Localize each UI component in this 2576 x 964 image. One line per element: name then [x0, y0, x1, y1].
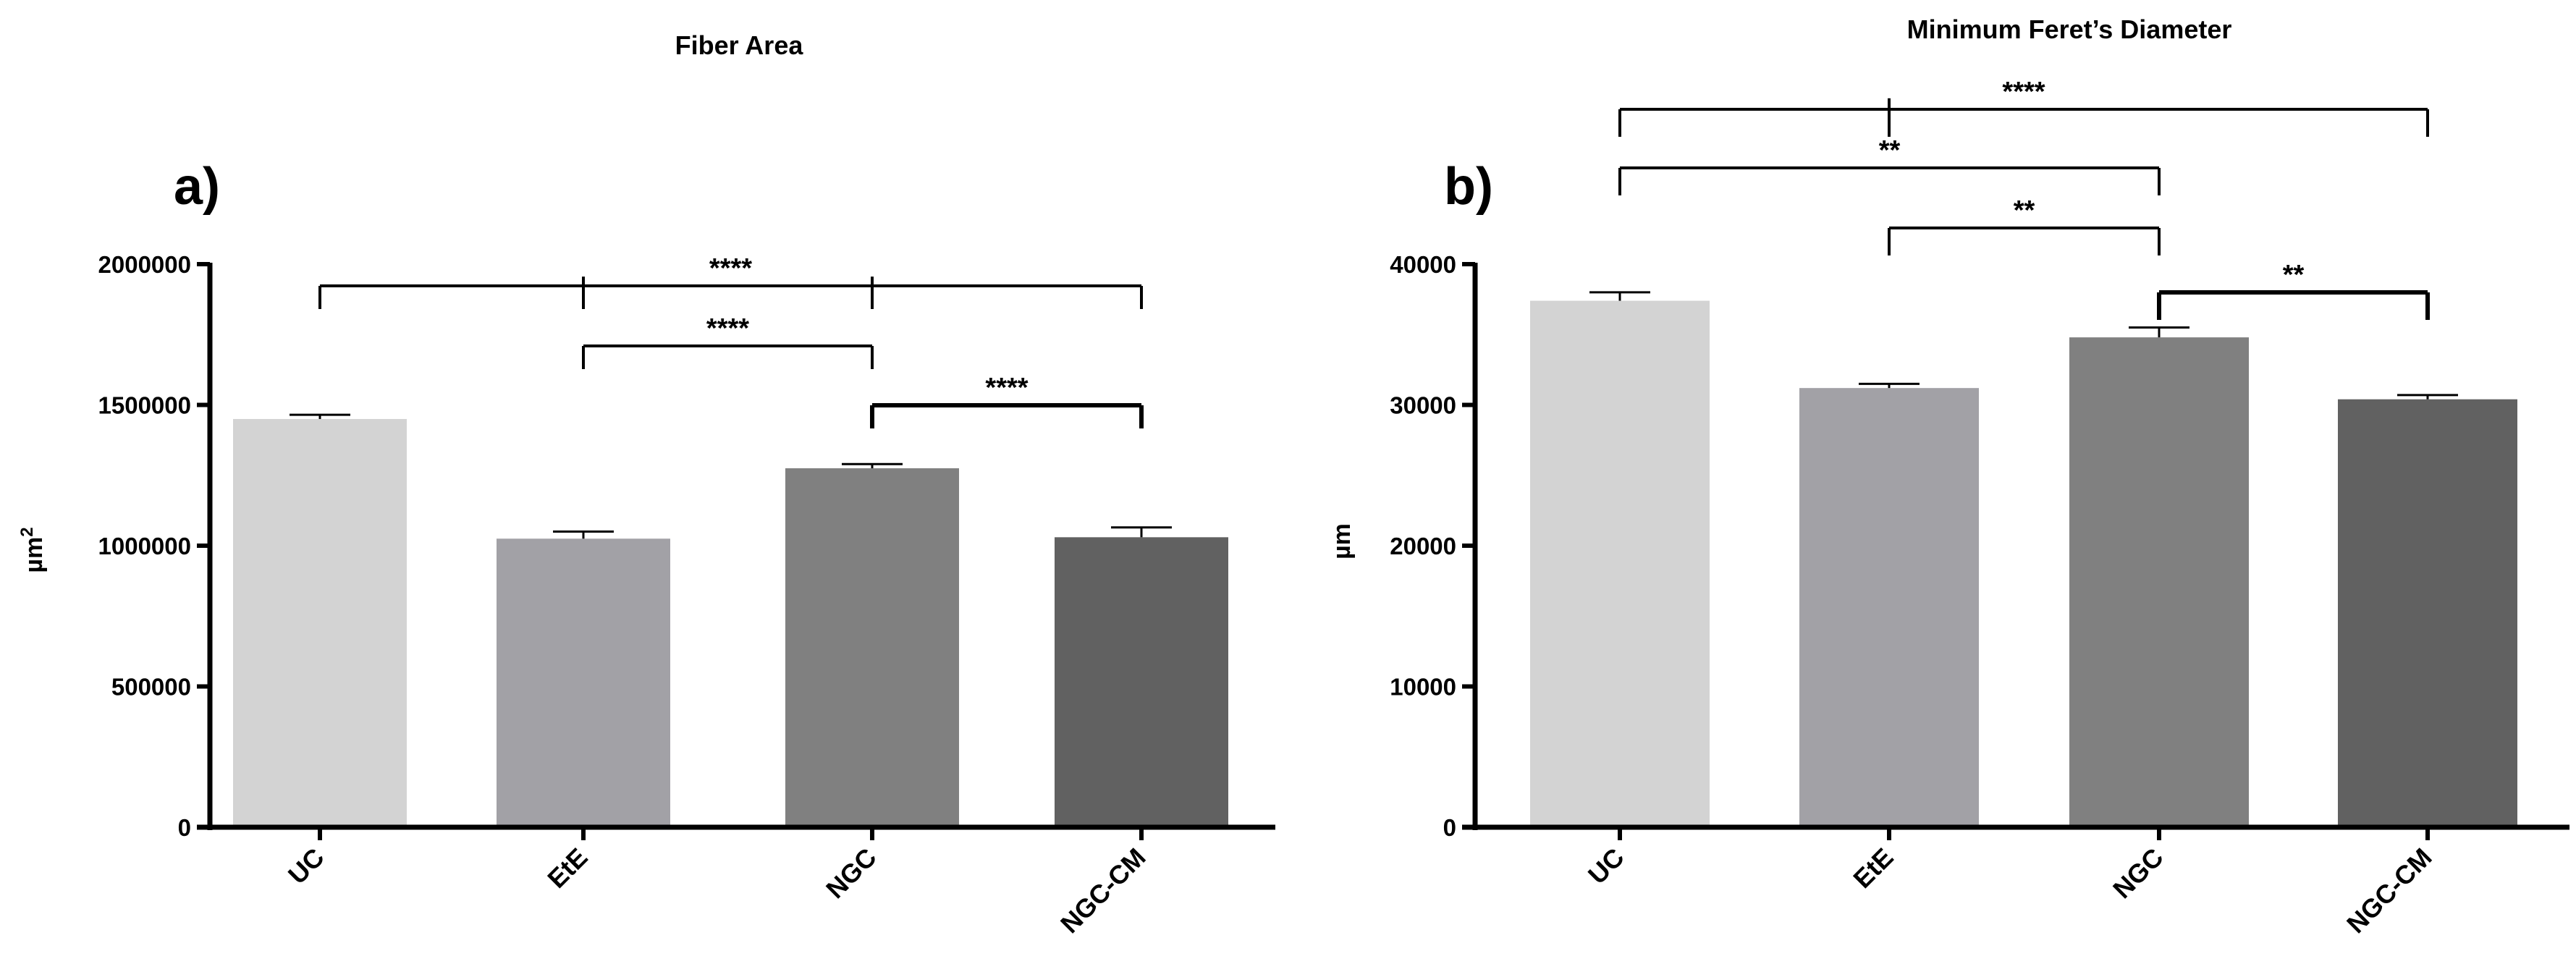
significance-label: **** [709, 253, 752, 284]
significance-label: **** [706, 313, 749, 344]
y-tick-label: 40000 [1390, 251, 1456, 278]
y-tick-label: 0 [1443, 814, 1456, 841]
y-tick-label: 20000 [1390, 533, 1456, 559]
bar-uc [233, 418, 407, 827]
y-tick-label: 1000000 [98, 533, 191, 559]
x-tick-label: NGC-CM [2341, 842, 2438, 939]
x-tick-label: NGC [820, 842, 882, 905]
y-tick-label: 2000000 [98, 251, 191, 278]
bar-ngc-cm [1055, 537, 1228, 827]
panel-letter: a) [174, 158, 220, 216]
x-tick-label: NGC-CM [1055, 842, 1152, 939]
bar-ngc [785, 468, 959, 827]
x-tick-label: NGC [2107, 842, 2169, 905]
chart-title: Fiber Area [675, 30, 804, 60]
bar-ngc [2069, 337, 2249, 827]
bar-ete [1799, 388, 1979, 827]
significance-label: **** [985, 373, 1028, 403]
significance-label: ** [2014, 195, 2035, 226]
x-tick-label: UC [1582, 842, 1630, 890]
bar-ngc-cm [2338, 399, 2517, 827]
bar-uc [1530, 300, 1710, 827]
chart-panel-2: Minimum Feret’s Diameter b) µm 0 10000 20000 3… [1328, 14, 2569, 939]
x-tick-label: EtE [1847, 842, 1899, 894]
chart-panel-1: Fiber Area a) µm2 0 500000 1000000 1500000 2000… [17, 30, 1275, 939]
y-axis-label-unit: µm [1328, 523, 1356, 559]
significance-label: **** [2002, 77, 2045, 107]
significance-label: ** [1879, 135, 1901, 166]
chart-title: Minimum Feret’s Diameter [1907, 14, 2232, 44]
x-tick-label: UC [282, 842, 330, 890]
y-tick-label: 500000 [111, 674, 191, 701]
y-axis-label-superscript: 2 [17, 527, 37, 536]
significance-label: ** [2283, 260, 2305, 290]
x-tick-label: EtE [541, 842, 593, 894]
y-tick-label: 0 [178, 814, 191, 841]
y-tick-label: 10000 [1390, 674, 1456, 701]
y-axis-label: µm2 [17, 527, 48, 572]
y-tick-label: 30000 [1390, 392, 1456, 419]
bar-ete [497, 538, 670, 827]
y-axis-label-unit: µm [20, 537, 48, 573]
y-axis-label: µm [1328, 523, 1356, 559]
y-tick-label: 1500000 [98, 392, 191, 419]
panel-letter: b) [1444, 158, 1493, 216]
